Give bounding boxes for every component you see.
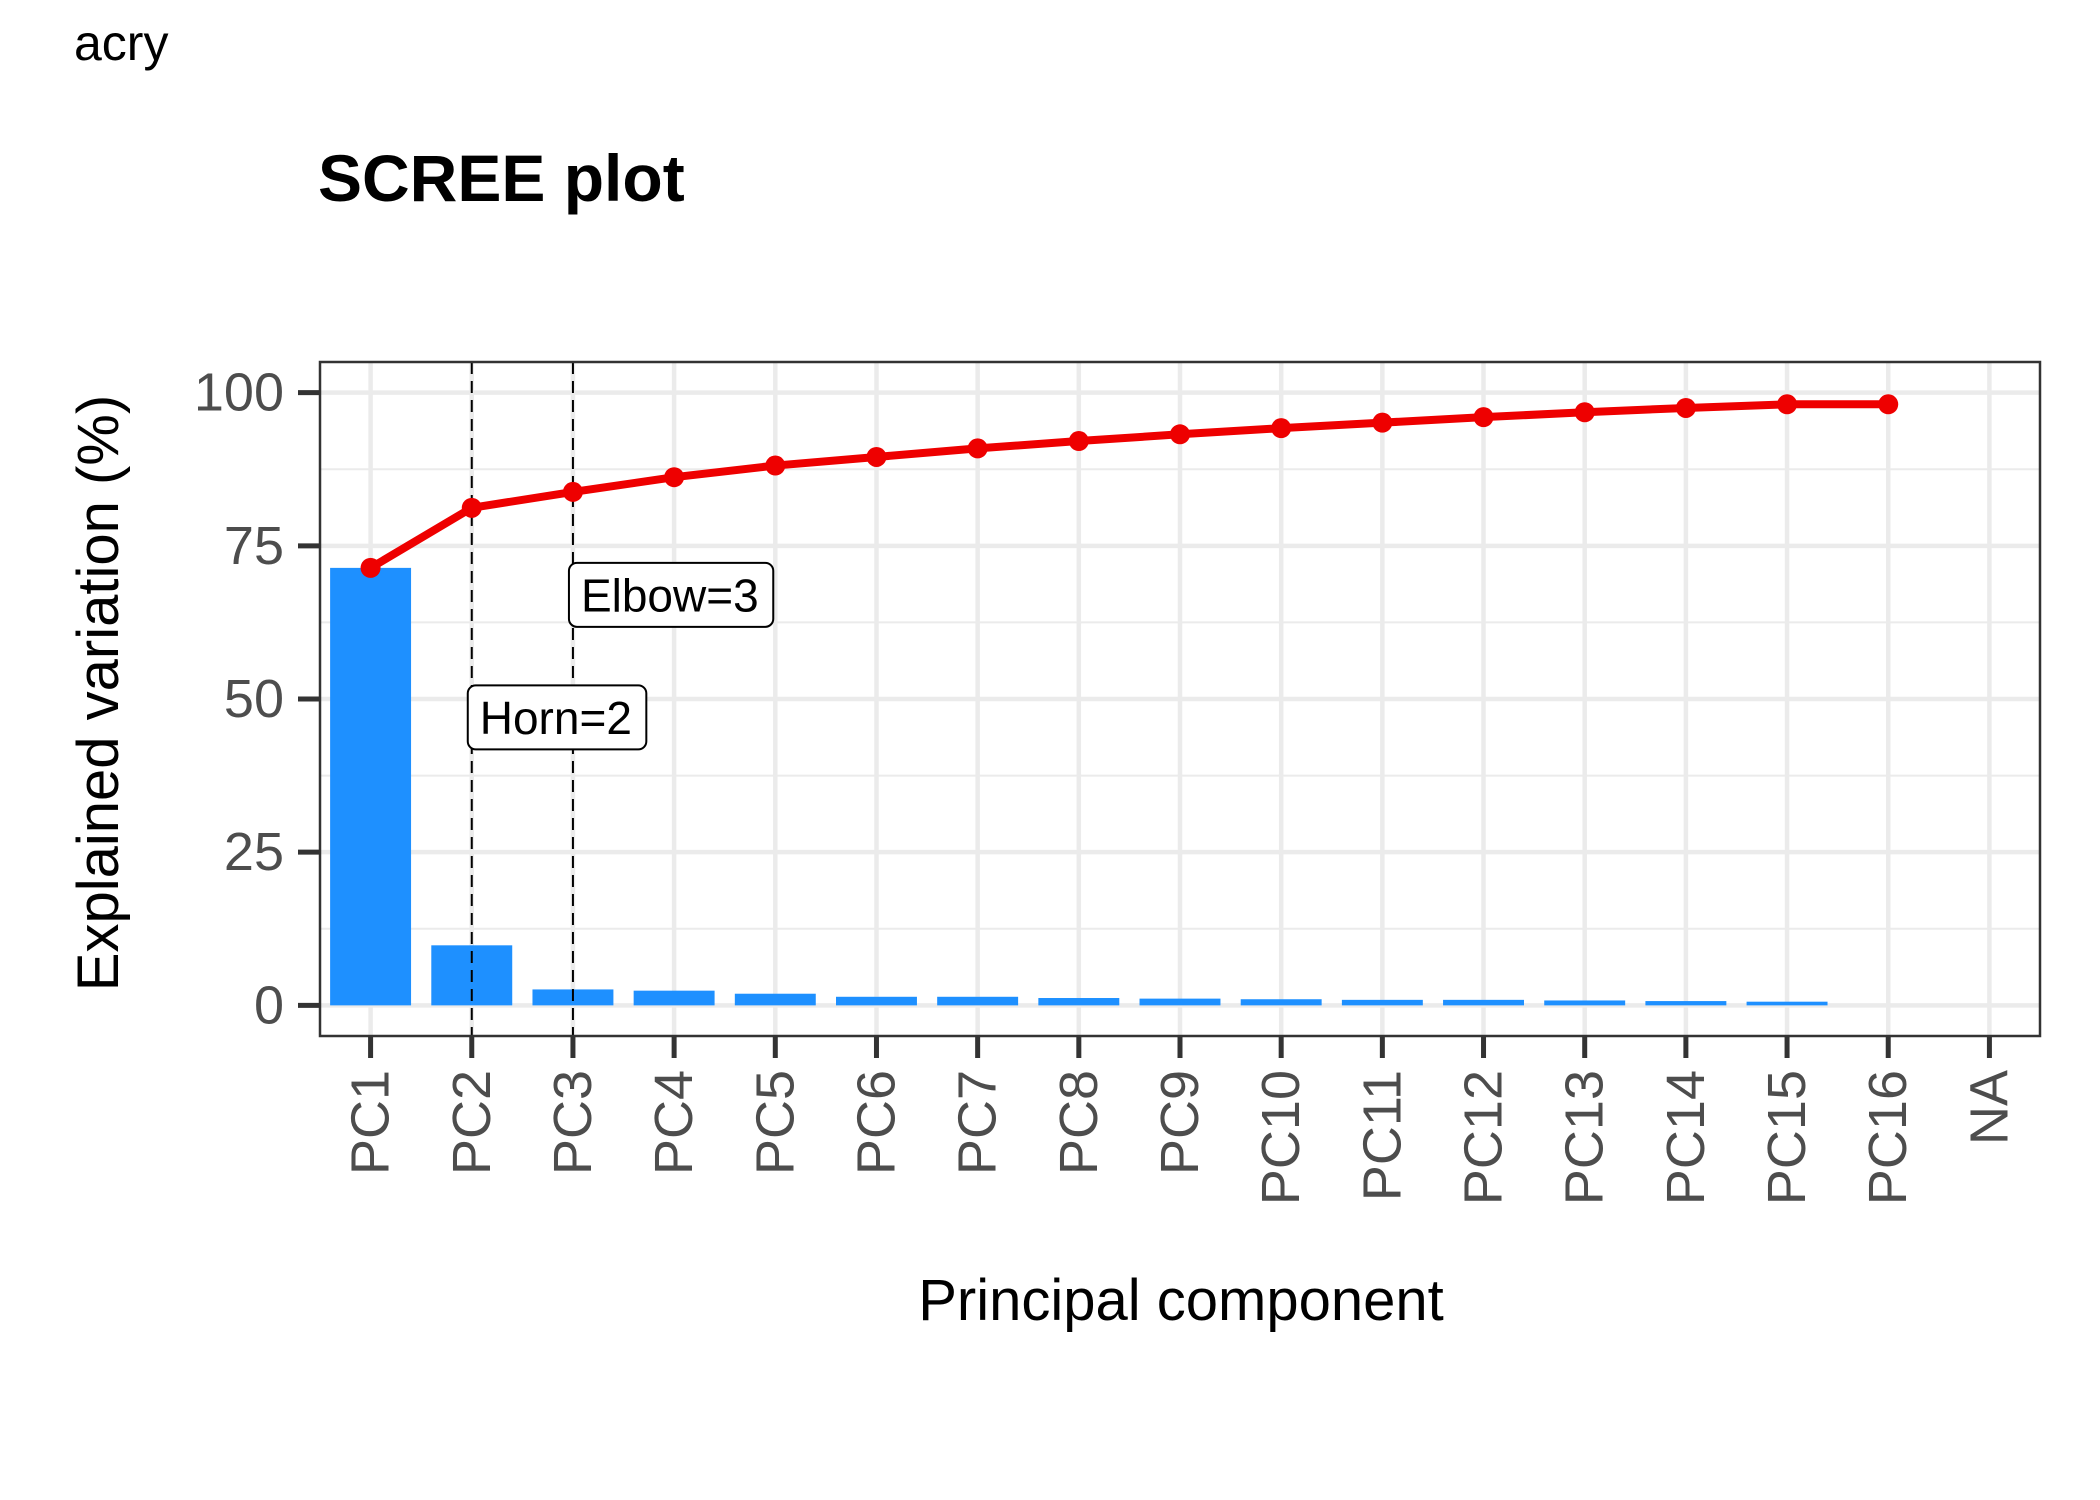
x-tick-label-PC12: PC12 [1454, 1070, 1514, 1205]
point-PC13 [1574, 402, 1595, 423]
point-PC1 [360, 557, 381, 578]
bar-PC9 [1139, 998, 1221, 1006]
x-tick-label-PC7: PC7 [948, 1070, 1008, 1175]
x-tick-label-PC2: PC2 [442, 1070, 502, 1175]
bar-PC13 [1544, 1000, 1626, 1006]
annotation-box-PC2 [466, 684, 648, 751]
x-axis-title: Principal component [918, 1268, 1444, 1333]
figure-tag: acry [74, 15, 169, 71]
y-axis-title: Explained variation (%) [66, 395, 131, 991]
x-tick-label-PC6: PC6 [846, 1070, 906, 1175]
reference-lines [470, 362, 574, 1036]
y-axis: 0 25 50 75 100 [194, 363, 320, 1035]
cumulative-line-path [368, 400, 1889, 572]
point-PC6 [866, 446, 887, 467]
annotation-label-PC3: Elbow=3 [581, 569, 759, 621]
point-PC11 [1372, 412, 1393, 433]
x-tick-label-PC10: PC10 [1251, 1070, 1311, 1205]
bar-PC6 [836, 996, 917, 1006]
x-tick-label-PC14: PC14 [1656, 1070, 1716, 1205]
y-tick-label: 0 [254, 975, 284, 1035]
x-tick-label-NA: NA [1959, 1070, 2019, 1145]
point-PC2 [461, 497, 482, 518]
bar-PC8 [1038, 998, 1120, 1006]
x-tick-label-PC15: PC15 [1757, 1070, 1817, 1205]
point-PC7 [967, 438, 988, 459]
x-tick-label-PC11: PC11 [1352, 1070, 1412, 1201]
point-PC12 [1473, 407, 1494, 428]
point-PC16 [1878, 394, 1899, 415]
x-tick-label-PC5: PC5 [745, 1070, 805, 1175]
point-PC14 [1675, 397, 1696, 418]
point-PC8 [1068, 431, 1089, 452]
bar-PC4 [633, 990, 715, 1006]
point-PC10 [1271, 418, 1292, 439]
y-tick-label: 50 [224, 669, 284, 729]
bar-PC14 [1645, 1001, 1727, 1006]
point-PC5 [765, 455, 786, 476]
x-axis: PC1 PC2 PC3 PC4 PC5 PC6 PC7 PC8 PC9 PC10 PC11 PC12 P… [341, 1036, 2019, 1205]
point-PC15 [1777, 394, 1798, 415]
bars [330, 567, 1828, 1006]
annotation-box-PC3 [567, 561, 775, 628]
chart-title: SCREE plot [318, 141, 685, 215]
x-tick-label-PC16: PC16 [1858, 1070, 1918, 1205]
x-tick-label-PC13: PC13 [1555, 1070, 1615, 1205]
bar-PC15 [1746, 1001, 1828, 1006]
bar-PC11 [1341, 999, 1423, 1006]
point-PC9 [1170, 424, 1190, 445]
x-tick-label-PC9: PC9 [1150, 1070, 1210, 1175]
x-tick-label-PC8: PC8 [1049, 1070, 1109, 1175]
y-tick-label: 75 [224, 516, 284, 576]
y-tick-label: 25 [224, 822, 284, 882]
x-tick-label-PC4: PC4 [644, 1070, 704, 1175]
bar-PC12 [1443, 999, 1524, 1006]
point-PC3 [562, 481, 583, 502]
bar-PC5 [734, 993, 816, 1006]
cumulative-line [360, 394, 1899, 578]
y-tick-label: 100 [194, 363, 284, 423]
x-tick-label-PC3: PC3 [543, 1070, 603, 1175]
bar-PC10 [1240, 999, 1322, 1006]
x-tick-label-PC1: PC1 [341, 1070, 401, 1175]
annotations: Horn=2 Elbow=3 [466, 561, 775, 751]
bar-PC7 [937, 996, 1019, 1006]
bar-PC1 [330, 567, 412, 1006]
annotation-label-PC2: Horn=2 [480, 692, 632, 744]
point-PC4 [664, 467, 685, 488]
